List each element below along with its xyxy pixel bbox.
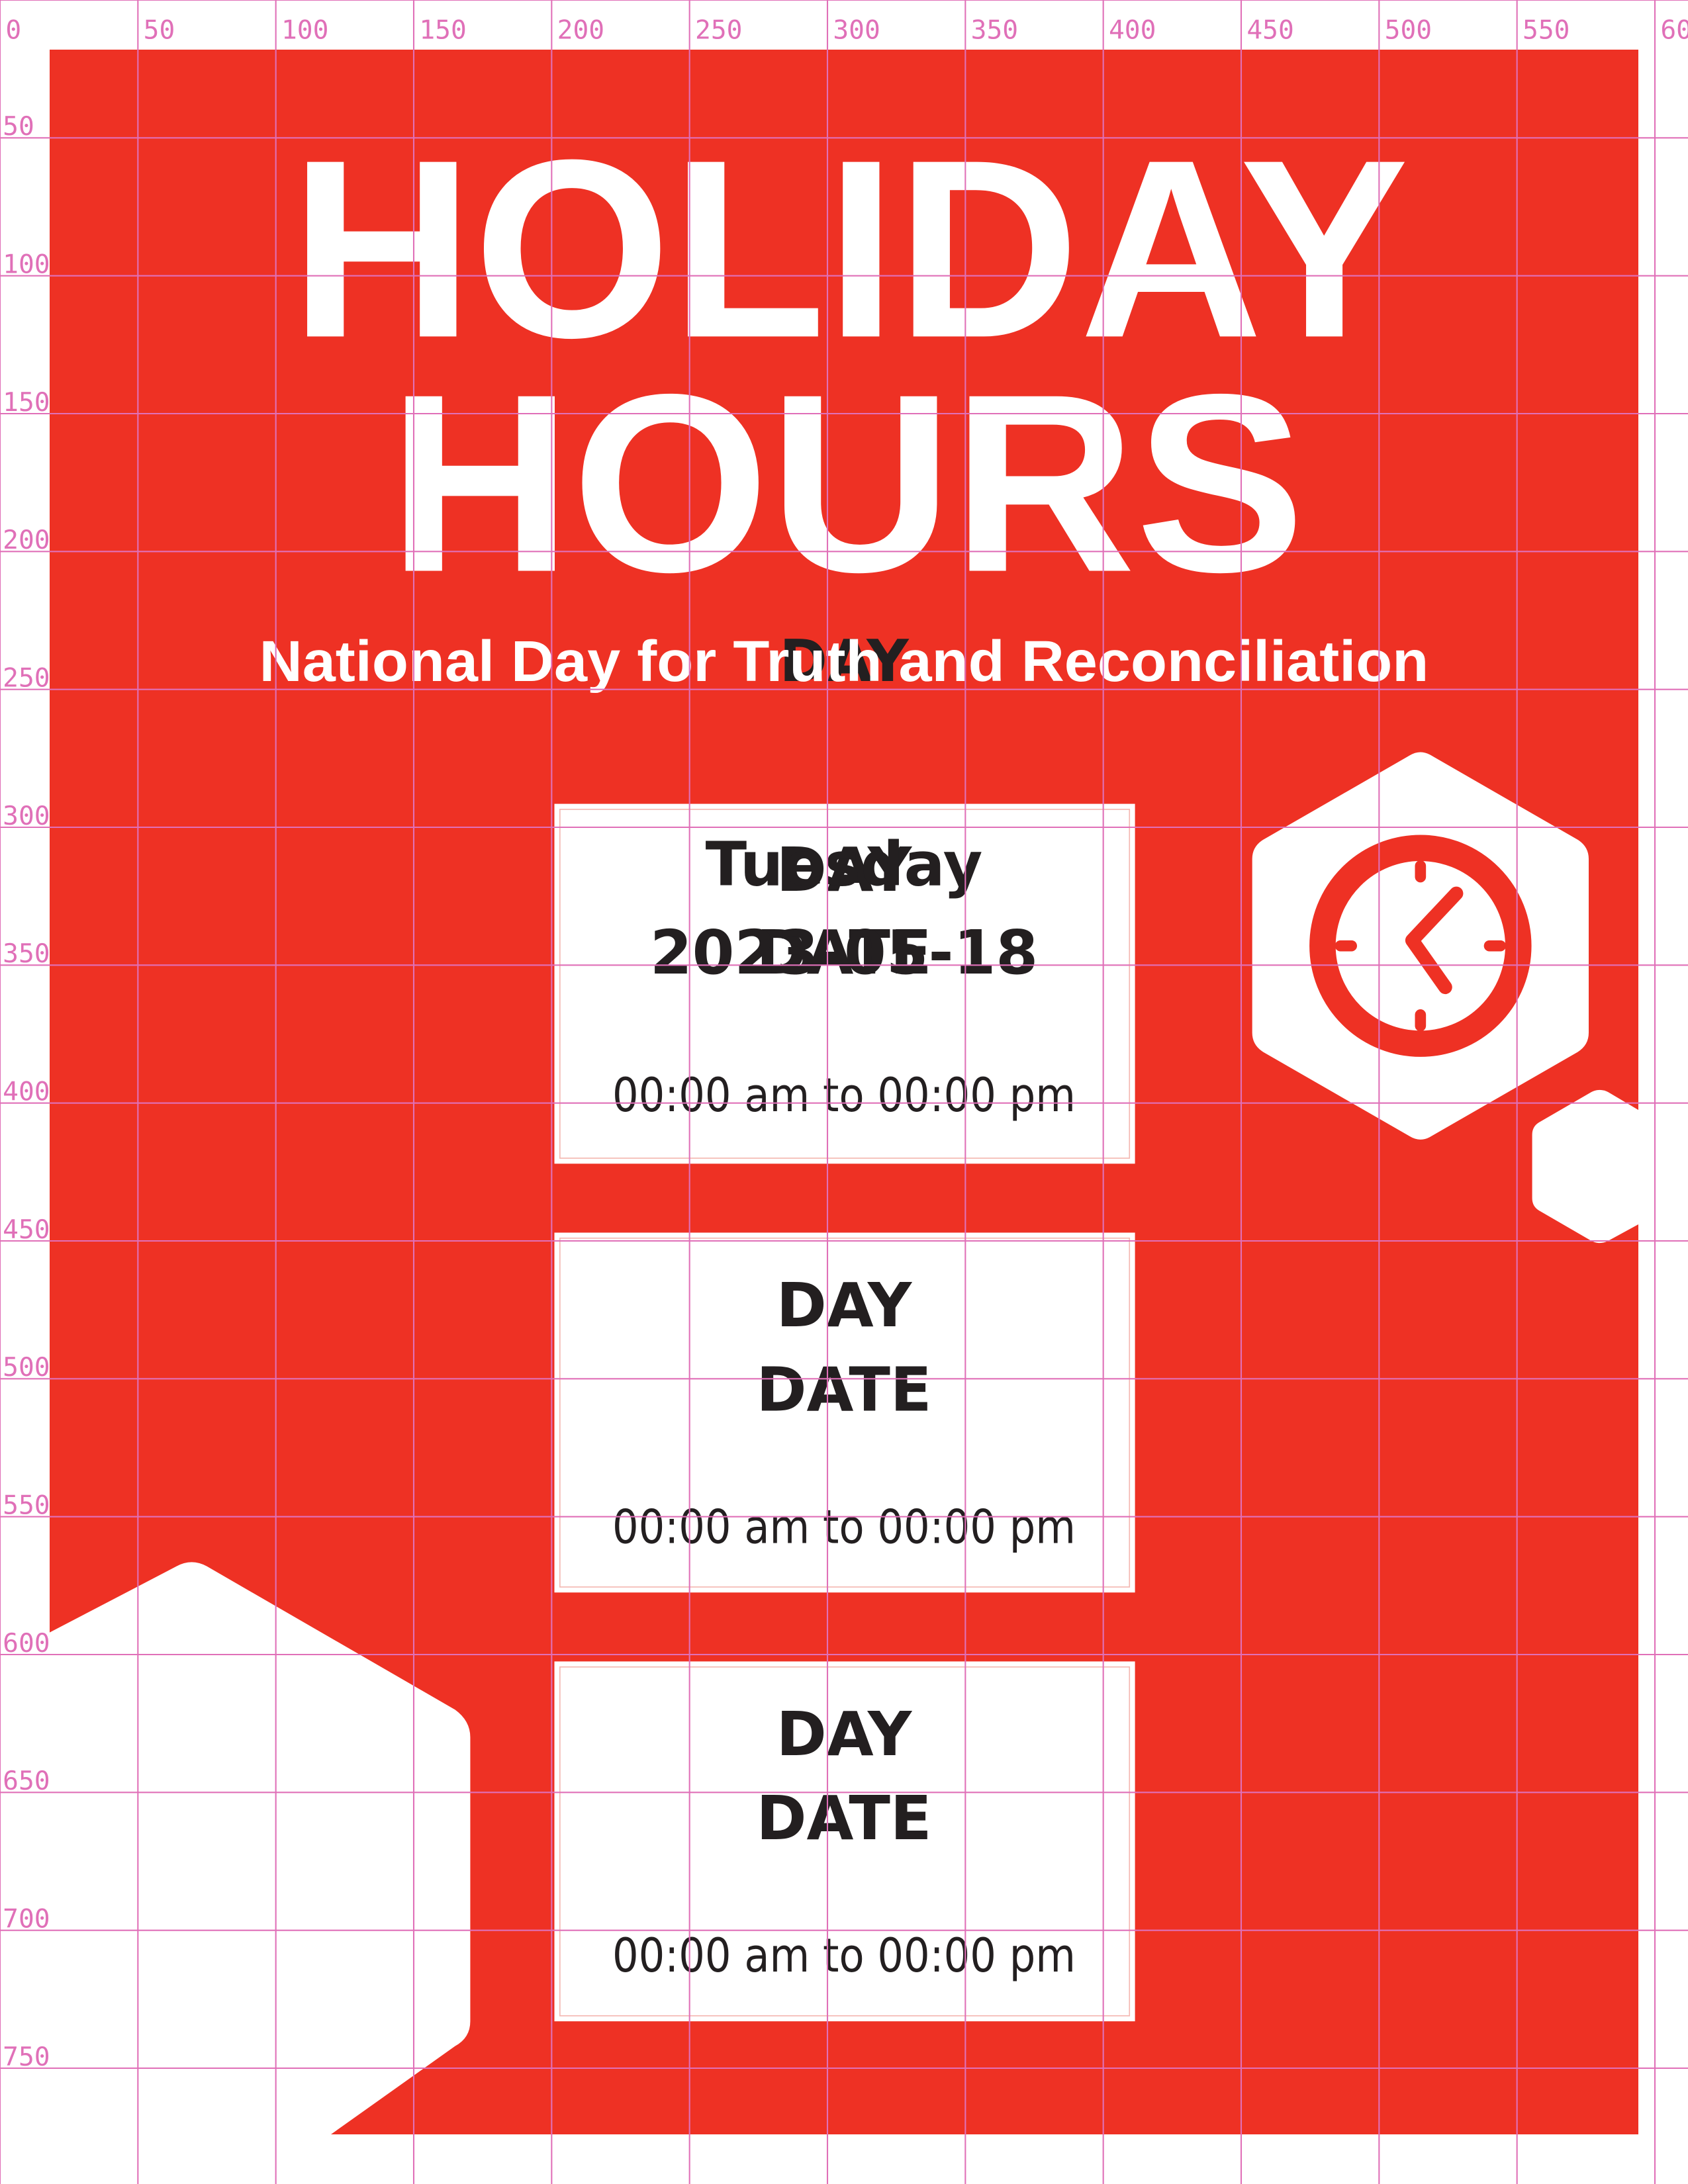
hours-card-3: DAY DATE 00:00 am to 00:00 pm [554, 1661, 1135, 2022]
ruler-x-label: 200 [557, 15, 604, 45]
small-hexagon [1532, 1089, 1638, 1244]
ruler-y-label: 450 [3, 1214, 50, 1245]
card-hours: 00:00 am to 00:00 pm [612, 1499, 1076, 1554]
hours-card-2: DAY DATE 00:00 am to 00:00 pm [554, 1232, 1135, 1593]
card-date-placeholder: DATE [756, 917, 931, 988]
ruler-x-label: 100 [281, 15, 328, 45]
ruler-x-label: 450 [1246, 15, 1293, 45]
ruler-y-label: 200 [3, 525, 50, 555]
ruler-x-label: 350 [971, 15, 1018, 45]
ruler-y-label: 500 [3, 1352, 50, 1383]
hours-card-1: DAY Tuesday DATE 2023-05-18 00:00 am to … [554, 803, 1135, 1164]
ruler-x-label: 150 [419, 15, 466, 45]
card-date: DATE [756, 1354, 931, 1425]
card-date: 2023-05-18 [650, 917, 1038, 988]
ruler-x-label: 550 [1523, 15, 1570, 45]
card-day: Tuesday [706, 829, 983, 900]
card-date: DATE [756, 1783, 931, 1854]
ruler-y-label: 250 [3, 663, 50, 694]
ruler-y-label: 650 [3, 1766, 50, 1796]
card-hours: 00:00 am to 00:00 pm [612, 1928, 1076, 1983]
ruler-y-label: 600 [3, 1628, 50, 1659]
ruler-x-label: 400 [1109, 15, 1156, 45]
ruler-y-label: 750 [3, 2042, 50, 2072]
card-day: DAY [776, 1270, 913, 1341]
overlap-day-placeholder: DAY [779, 627, 910, 695]
ruler-y-label: 100 [3, 249, 50, 279]
ruler-x-label: 50 [144, 15, 175, 45]
card-hours: 00:00 am to 00:00 pm [612, 1068, 1076, 1122]
ruler-x-label: 250 [695, 15, 742, 45]
ruler-x-label: 500 [1385, 15, 1432, 45]
ruler-y-label: 150 [3, 387, 50, 418]
ruler-y-label: 300 [3, 801, 50, 831]
ruler-x-label: 0 [5, 15, 21, 45]
ruler-y-label: 400 [3, 1077, 50, 1107]
ruler-y-label: 350 [3, 938, 50, 969]
bottom-left-hexagon [50, 1562, 471, 2134]
title-hours: HOURS [389, 341, 1305, 625]
card-day-placeholder: DAY [776, 835, 913, 905]
ruler-y-label: 700 [3, 1904, 50, 1934]
card-day: DAY [776, 1699, 913, 1770]
ruler-y-label: 50 [3, 111, 34, 142]
ruler-x-label: 60 [1660, 15, 1688, 45]
ruler-x-label: 300 [833, 15, 880, 45]
subtitle: National Day for Truth and Reconciliatio… [259, 629, 1429, 694]
title-holiday: HOLIDAY [290, 107, 1409, 390]
ruler-y-label: 550 [3, 1490, 50, 1521]
clock-icon [1309, 835, 1532, 1057]
